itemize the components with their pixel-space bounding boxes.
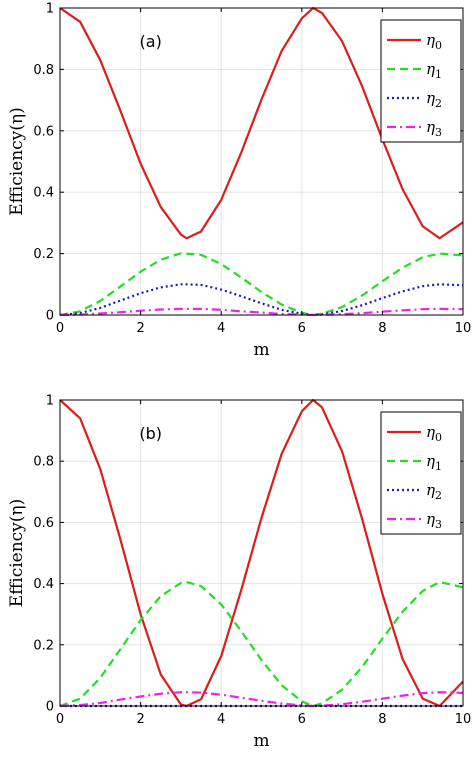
legend-subscript: 2: [435, 97, 442, 110]
x-tick-label: 2: [136, 321, 144, 336]
legend-subscript: 0: [435, 39, 442, 52]
legend-symbol: η: [426, 510, 435, 528]
series-line-eta3: [59, 691, 464, 708]
legend-label-eta2: η2: [426, 481, 442, 502]
axes-box: [59, 399, 464, 707]
legend-label-eta1: η1: [426, 452, 442, 473]
x-axis-label: m: [253, 731, 269, 751]
legend-symbol: η: [426, 118, 435, 136]
legend-subscript: 1: [435, 68, 442, 81]
x-tick-label: 6: [298, 321, 306, 336]
y-tick-label: 0.4: [33, 577, 54, 592]
x-tick-label: 10: [455, 321, 472, 336]
legend-symbol: η: [426, 452, 435, 470]
legend-subscript: 1: [435, 460, 442, 473]
panel-label: (b): [139, 424, 162, 443]
panel-label: (a): [140, 32, 162, 51]
y-tick-label: 0.4: [33, 186, 54, 201]
legend-subscript: 0: [435, 431, 442, 444]
y-axis-label: Efficiency(η): [7, 499, 27, 607]
series-line-eta1: [59, 580, 464, 708]
legend-box: [380, 411, 462, 535]
y-tick-label: 1: [46, 2, 54, 17]
legend-symbol: η: [426, 60, 435, 78]
x-tick-label: 6: [298, 712, 306, 727]
x-tick-label: 4: [217, 712, 225, 727]
series-line-eta3: [59, 307, 464, 317]
legend-label-eta0: η0: [426, 423, 442, 444]
legend-symbol: η: [426, 31, 435, 49]
legend-subscript: 2: [435, 489, 442, 502]
x-tick-label: 2: [136, 712, 144, 727]
y-tick-label: 0.6: [33, 124, 54, 139]
x-tick-label: 4: [217, 321, 225, 336]
legend-label-eta3: η3: [426, 510, 442, 531]
y-tick-label: 0.2: [33, 247, 54, 262]
series-line-eta1: [59, 252, 464, 317]
y-tick-label: 0.8: [33, 455, 54, 470]
series-line-eta2: [59, 283, 464, 317]
y-tick-label: 0.8: [33, 63, 54, 78]
series-line-eta0: [59, 6, 464, 240]
legend-subscript: 3: [435, 126, 442, 139]
y-tick-label: 0.6: [33, 516, 54, 531]
legend-label-eta2: η2: [426, 89, 442, 110]
legend-symbol: η: [426, 423, 435, 441]
legend-label-eta1: η1: [426, 60, 442, 81]
series-line-eta0: [59, 398, 464, 708]
legend-symbol: η: [426, 481, 435, 499]
legend-subscript: 3: [435, 518, 442, 531]
axes-box: [59, 7, 464, 316]
y-tick-label: 1: [46, 394, 54, 409]
legend-label-eta3: η3: [426, 118, 442, 139]
x-tick-label: 0: [56, 321, 64, 336]
y-tick-label: 0.2: [33, 638, 54, 653]
y-axis-label: Efficiency(η): [7, 107, 27, 215]
legend-symbol: η: [426, 89, 435, 107]
x-axis-label: m: [253, 340, 269, 360]
legend-label-eta0: η0: [426, 31, 442, 52]
y-tick-label: 0: [46, 700, 54, 715]
y-tick-label: 0: [46, 309, 54, 324]
legend-box: [380, 19, 462, 143]
x-tick-label: 0: [56, 712, 64, 727]
x-tick-label: 8: [378, 321, 386, 336]
x-tick-label: 10: [455, 712, 472, 727]
x-tick-label: 8: [378, 712, 386, 727]
